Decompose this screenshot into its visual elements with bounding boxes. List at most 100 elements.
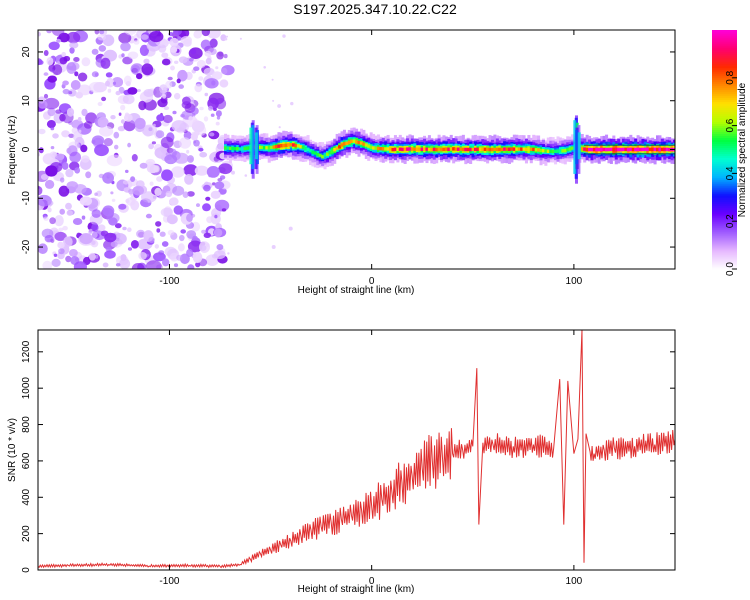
signal-cell [301, 145, 305, 150]
noise-blob [154, 187, 162, 196]
signal-cell [665, 147, 669, 152]
colorbar-cell [712, 111, 737, 115]
noise-blob [155, 130, 165, 139]
colorbar-cell [712, 77, 737, 81]
signal-cell [345, 141, 349, 145]
noise-blob [223, 53, 228, 59]
noise-blob [77, 117, 82, 122]
signal-cell [379, 146, 383, 151]
colorbar-cell [712, 215, 737, 218]
noise-blob [98, 45, 107, 52]
noise-blob [44, 235, 54, 243]
y-tick-label: 0 [21, 146, 32, 152]
signal-cell [469, 147, 473, 152]
noise-blob [81, 215, 86, 220]
noise-blob [65, 202, 72, 210]
noise-blob [104, 250, 116, 259]
signal-cell [321, 155, 325, 159]
signal-cell [609, 147, 613, 152]
colorbar-cell [712, 151, 737, 154]
colorbar-cell [712, 223, 737, 226]
signal-cell [558, 149, 562, 153]
noise-blob [180, 229, 186, 234]
colorbar-cell [712, 241, 737, 244]
colorbar-cell [712, 227, 737, 230]
noise-blob [100, 230, 109, 237]
signal-cell [532, 147, 536, 152]
colorbar-tick-label: 0.8 [725, 70, 736, 84]
noise-blob [43, 72, 49, 76]
colorbar-cell [712, 193, 737, 196]
signal-cell [549, 149, 553, 154]
noise-blob [60, 177, 65, 183]
y-tick-label: 1000 [21, 377, 32, 400]
colorbar-cell [712, 253, 737, 256]
noise-blob [132, 185, 144, 196]
noise-blob [122, 56, 133, 65]
noise-blob [43, 93, 49, 99]
colorbar-cell [712, 267, 737, 270]
noise-blob [190, 133, 198, 141]
noise-blob [216, 51, 224, 60]
signal-cell [636, 147, 640, 152]
colorbar-cell [712, 201, 737, 204]
noise-blob [97, 116, 109, 128]
noise-blob [42, 260, 53, 269]
noise-blob [151, 141, 156, 145]
noise-blob [103, 138, 113, 147]
noise-blob [149, 30, 164, 43]
noise-blob [136, 89, 141, 92]
signal-cell [364, 143, 368, 147]
noise-blob [66, 31, 81, 44]
noise-blob [54, 215, 64, 227]
noise-blob [210, 113, 215, 117]
noise-blob [88, 81, 104, 93]
signal-spread [577, 132, 581, 160]
colorbar-cell [712, 171, 737, 174]
noise-blob [63, 236, 73, 247]
y-tick-label: 400 [21, 488, 32, 505]
noise-blob [172, 185, 185, 196]
snr-plot-area [38, 330, 675, 570]
noise-speck [224, 37, 228, 41]
signal-cell [391, 147, 395, 152]
signal-cell [600, 147, 604, 152]
colorbar-cell [712, 103, 737, 107]
noise-blob [140, 199, 149, 207]
noise-blob [102, 262, 109, 268]
signal-cell [527, 147, 531, 152]
noise-blob [221, 208, 227, 212]
colorbar-tick-label: 0.0 [725, 262, 736, 276]
noise-blob [174, 92, 181, 100]
y-tick-label: -10 [21, 191, 32, 206]
colorbar-cell [712, 131, 737, 134]
noise-blob [110, 115, 116, 120]
signal-cell [325, 152, 329, 156]
signal-cell [544, 149, 548, 153]
noise-blob [120, 119, 125, 124]
colorbar-cell [712, 213, 737, 216]
noise-blob [73, 261, 87, 269]
colorbar-cell [712, 191, 737, 194]
noise-blob [187, 240, 203, 253]
noise-blob [127, 247, 133, 251]
colorbar-cell [712, 257, 737, 260]
noise-blob [62, 80, 69, 86]
colorbar-cell [712, 31, 737, 35]
signal-cell [304, 147, 308, 151]
noise-blob [57, 241, 65, 249]
noise-blob [79, 196, 93, 206]
signal-cell [435, 147, 439, 152]
noise-blob [120, 104, 126, 111]
noise-blob [125, 81, 131, 87]
noise-blob [201, 229, 207, 234]
noise-speck [271, 78, 274, 81]
signal-cell [287, 143, 291, 147]
signal-cell [444, 147, 448, 151]
colorbar-cell [712, 135, 737, 138]
signal-cell [311, 150, 315, 154]
noise-blob [112, 81, 117, 86]
noise-blob [163, 106, 170, 111]
noise-blob [196, 59, 206, 69]
signal-cell [333, 147, 337, 152]
